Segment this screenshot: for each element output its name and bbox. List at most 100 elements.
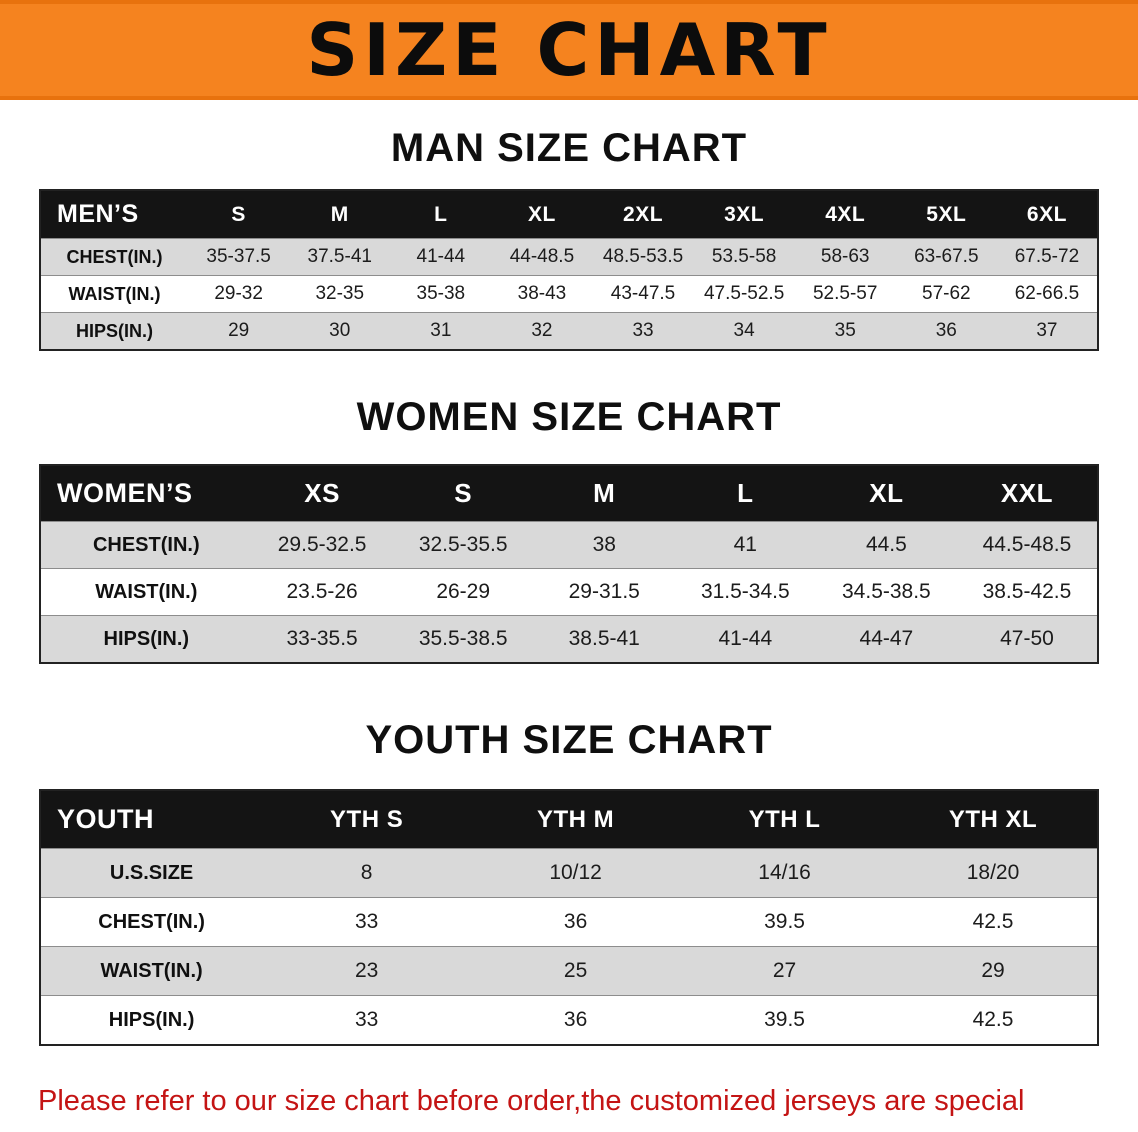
data-cell: 37.5-41 <box>289 238 391 276</box>
women-size-table: WOMEN’S XS S M L XL XXL CHEST(IN.) 29.5-32.5 32.5… <box>39 464 1099 664</box>
data-cell: 41 <box>674 521 816 569</box>
size-header-cell: XL <box>491 190 593 239</box>
section-youth: YOUTH SIZE CHART YOUTH YTH S YTH M YTH L YTH… <box>0 718 1138 1046</box>
disclaimer-line-1: Please refer to our size chart before or… <box>38 1085 1025 1132</box>
size-header-cell: S <box>392 465 534 522</box>
size-header-cell: YTH S <box>262 790 472 849</box>
data-cell: 23 <box>262 946 472 996</box>
data-cell: 47-50 <box>956 615 1098 663</box>
header-row: MEN’S S M L XL 2XL 3XL 4XL 5XL 6XL <box>40 190 1098 239</box>
data-cell: 37 <box>996 312 1098 350</box>
table-row: HIPS(IN.) 29 30 31 32 33 34 35 36 37 <box>40 312 1098 350</box>
row-label: U.S.SIZE <box>40 848 263 898</box>
data-cell: 33 <box>592 312 694 350</box>
data-cell: 42.5 <box>889 995 1098 1045</box>
data-cell: 32 <box>491 312 593 350</box>
data-cell: 30 <box>289 312 391 350</box>
section-women: WOMEN SIZE CHART WOMEN’S XS S M L XL XXL CHEST(… <box>0 395 1138 664</box>
size-header-cell: 5XL <box>895 190 997 239</box>
size-header-cell: YTH L <box>680 790 890 849</box>
charts-area: MAN SIZE CHART MEN’S S M L XL 2XL 3XL 4XL 5XL 6XL… <box>0 126 1138 1046</box>
data-cell: 42.5 <box>889 897 1098 947</box>
data-cell: 36 <box>471 897 681 947</box>
data-cell: 44.5-48.5 <box>956 521 1098 569</box>
youth-size-table: YOUTH YTH S YTH M YTH L YTH XL U.S.SIZE 8 10/12… <box>39 789 1099 1046</box>
table-row: CHEST(IN.) 35-37.5 37.5-41 41-44 44-48.5 48.5… <box>40 238 1098 276</box>
data-cell: 57-62 <box>895 275 997 313</box>
data-cell: 32.5-35.5 <box>392 521 534 569</box>
data-cell: 29 <box>889 946 1098 996</box>
table-row: WAIST(IN.) 29-32 32-35 35-38 38-43 43-47.5 47.… <box>40 275 1098 313</box>
data-cell: 31.5-34.5 <box>674 568 816 616</box>
data-cell: 35-37.5 <box>188 238 290 276</box>
data-cell: 33-35.5 <box>251 615 393 663</box>
data-cell: 41-44 <box>390 238 492 276</box>
row-label: CHEST(IN.) <box>40 521 252 569</box>
data-cell: 23.5-26 <box>251 568 393 616</box>
table-row: CHEST(IN.) 29.5-32.5 32.5-35.5 38 41 44.5 44.5… <box>40 521 1098 569</box>
data-cell: 43-47.5 <box>592 275 694 313</box>
header-row: YOUTH YTH S YTH M YTH L YTH XL <box>40 790 1098 849</box>
data-cell: 26-29 <box>392 568 534 616</box>
size-header-cell: YTH M <box>471 790 681 849</box>
size-header-cell: M <box>289 190 391 239</box>
table-row: WAIST(IN.) 23.5-26 26-29 29-31.5 31.5-34.5 34… <box>40 568 1098 616</box>
data-cell: 58-63 <box>794 238 896 276</box>
size-header-cell: 2XL <box>592 190 694 239</box>
data-cell: 29 <box>188 312 290 350</box>
data-cell: 33 <box>262 897 472 947</box>
header-row: WOMEN’S XS S M L XL XXL <box>40 465 1098 522</box>
table-row: HIPS(IN.) 33-35.5 35.5-38.5 38.5-41 41-44 44-… <box>40 615 1098 663</box>
row-label: HIPS(IN.) <box>40 615 252 663</box>
data-cell: 44-48.5 <box>491 238 593 276</box>
data-cell: 39.5 <box>680 995 890 1045</box>
data-cell: 62-66.5 <box>996 275 1098 313</box>
size-header-cell: 4XL <box>794 190 896 239</box>
men-size-table: MEN’S S M L XL 2XL 3XL 4XL 5XL 6XL CHEST(IN.) 35-37… <box>39 189 1099 351</box>
data-cell: 35 <box>794 312 896 350</box>
data-cell: 35-38 <box>390 275 492 313</box>
row-label: WAIST(IN.) <box>40 275 189 313</box>
size-header-cell: L <box>390 190 492 239</box>
data-cell: 10/12 <box>471 848 681 898</box>
size-header-cell: 3XL <box>693 190 795 239</box>
women-section-heading: WOMEN SIZE CHART <box>356 395 782 439</box>
row-label: HIPS(IN.) <box>40 312 189 350</box>
data-cell: 38.5-42.5 <box>956 568 1098 616</box>
size-header-cell: M <box>533 465 675 522</box>
row-label: HIPS(IN.) <box>40 995 263 1045</box>
size-header-cell: L <box>674 465 816 522</box>
row-label: CHEST(IN.) <box>40 897 263 947</box>
disclaimer: Please refer to our size chart before or… <box>38 1078 1100 1132</box>
data-cell: 29-32 <box>188 275 290 313</box>
data-cell: 25 <box>471 946 681 996</box>
data-cell: 31 <box>390 312 492 350</box>
data-cell: 67.5-72 <box>996 238 1098 276</box>
data-cell: 35.5-38.5 <box>392 615 534 663</box>
data-cell: 36 <box>471 995 681 1045</box>
data-cell: 29-31.5 <box>533 568 675 616</box>
data-cell: 63-67.5 <box>895 238 997 276</box>
data-cell: 34 <box>693 312 795 350</box>
women-table-wrap: WOMEN’S XS S M L XL XXL CHEST(IN.) 29.5-32.5 32.5… <box>0 464 1138 664</box>
men-table-wrap: MEN’S S M L XL 2XL 3XL 4XL 5XL 6XL CHEST(IN.) 35-37… <box>0 189 1138 351</box>
section-men: MAN SIZE CHART MEN’S S M L XL 2XL 3XL 4XL 5XL 6XL… <box>0 126 1138 351</box>
table-title-cell: YOUTH <box>40 790 263 849</box>
table-row: CHEST(IN.) 33 36 39.5 42.5 <box>40 897 1098 947</box>
size-header-cell: XS <box>251 465 393 522</box>
data-cell: 38 <box>533 521 675 569</box>
data-cell: 32-35 <box>289 275 391 313</box>
men-section-heading: MAN SIZE CHART <box>390 126 748 170</box>
data-cell: 48.5-53.5 <box>592 238 694 276</box>
data-cell: 34.5-38.5 <box>815 568 957 616</box>
data-cell: 36 <box>895 312 997 350</box>
data-cell: 27 <box>680 946 890 996</box>
data-cell: 38-43 <box>491 275 593 313</box>
data-cell: 52.5-57 <box>794 275 896 313</box>
table-row: U.S.SIZE 8 10/12 14/16 18/20 <box>40 848 1098 898</box>
row-label: WAIST(IN.) <box>40 568 252 616</box>
table-row: HIPS(IN.) 33 36 39.5 42.5 <box>40 995 1098 1045</box>
size-header-cell: S <box>188 190 290 239</box>
data-cell: 53.5-58 <box>693 238 795 276</box>
